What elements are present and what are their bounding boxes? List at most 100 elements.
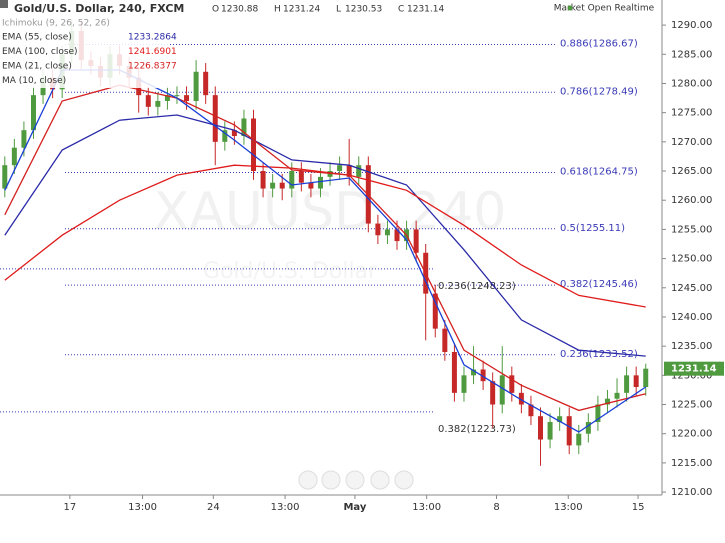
candle-body — [595, 404, 601, 423]
ohlc-value: 1230.88 — [221, 5, 258, 15]
indicator-line — [4, 164, 646, 308]
y-tick-label: 1210.00 — [671, 487, 712, 498]
candle-body — [184, 95, 190, 101]
candle-body — [643, 368, 649, 388]
y-tick-label: 1215.00 — [671, 458, 712, 469]
zoom-out-button[interactable] — [298, 470, 318, 490]
candle-body — [222, 130, 228, 142]
ohlc-value: 1230.53 — [345, 5, 382, 15]
symbol-icon[interactable] — [0, 0, 8, 8]
candle-body — [317, 176, 323, 189]
x-tick-label: 24 — [207, 502, 220, 513]
candle-body — [471, 369, 477, 376]
x-tick-label: May — [343, 502, 366, 513]
x-tick-label: 17 — [63, 502, 76, 513]
fib-label: 0.382(1245.46) — [560, 279, 638, 290]
y-tick-label: 1220.00 — [671, 429, 712, 440]
candle-body — [231, 130, 237, 137]
candle-body — [576, 433, 582, 446]
zoom-in-button[interactable] — [321, 470, 341, 490]
candle-body — [480, 369, 486, 382]
legend-entry: EMA (55, close) — [2, 33, 72, 43]
candle-body — [499, 375, 505, 405]
candle-body — [528, 404, 534, 417]
candle-body — [337, 165, 343, 172]
status-dot — [567, 5, 573, 11]
y-tick-label: 1265.00 — [671, 166, 712, 177]
x-tick-label: 15 — [632, 502, 645, 513]
scroll-right-button[interactable] — [394, 470, 414, 490]
candle-body — [145, 95, 151, 107]
candle-body — [490, 381, 496, 405]
y-tick-label: 1255.00 — [671, 224, 712, 235]
candle-body — [174, 95, 180, 97]
candle-body — [413, 229, 419, 253]
candle-body — [21, 130, 27, 148]
x-tick-label: 13:00 — [271, 502, 300, 513]
candle-body — [633, 375, 639, 388]
status: Market Open Realtime — [554, 4, 655, 14]
candle-body — [346, 165, 352, 177]
y-tick-label: 1245.00 — [671, 283, 712, 294]
ohlc-key: C — [398, 5, 404, 15]
candle-body — [384, 229, 390, 236]
legend-value: 1226.8377 — [128, 62, 177, 72]
legend-entry: MA (10, close) — [2, 76, 66, 86]
ohlc-key: H — [274, 5, 281, 15]
watermark: XAUUSD, 240 — [154, 182, 507, 242]
candle-body — [212, 95, 218, 142]
y-tick-label: 1225.00 — [671, 400, 712, 411]
legend-value: 1241.6901 — [128, 47, 177, 57]
legend-entry: EMA (21, close) — [2, 62, 72, 72]
candle-body — [260, 171, 266, 189]
ohlc-key: O — [212, 5, 219, 15]
scroll-left-button[interactable] — [370, 470, 390, 490]
candle-body — [557, 416, 563, 423]
candle-body — [509, 375, 515, 393]
candle-body — [538, 416, 544, 440]
x-tick-label: 13:00 — [128, 502, 157, 513]
chart-title: Gold/U.S. Dollar, 240, FXCM — [14, 2, 184, 15]
fib-label: 0.5(1255.11) — [560, 223, 625, 234]
candle-body — [585, 422, 591, 434]
y-tick-label: 1270.00 — [671, 137, 712, 148]
x-tick-label: 13:00 — [554, 502, 583, 513]
candle-body — [461, 375, 467, 393]
fib-label: 0.236(1248.23) — [438, 281, 516, 292]
y-tick-label: 1235.00 — [671, 341, 712, 352]
candle-body — [518, 392, 524, 405]
candle-body — [298, 171, 304, 183]
candle-body — [432, 293, 438, 329]
candle-body — [604, 398, 610, 405]
y-tick-label: 1260.00 — [671, 195, 712, 206]
candle-body — [193, 71, 199, 101]
candle-body — [289, 171, 295, 189]
candle-body — [270, 182, 276, 189]
legend-entry: Ichimoku (9, 26, 52, 26) — [2, 19, 110, 29]
y-tick-label: 1290.00 — [671, 20, 712, 31]
legend-bg — [0, 16, 168, 88]
y-tick-label: 1285.00 — [671, 49, 712, 60]
legend-value: 1233.2864 — [128, 33, 177, 43]
nav-buttons — [298, 470, 414, 490]
candle-body — [375, 223, 381, 236]
reset-button[interactable] — [345, 470, 365, 490]
legend-entry: EMA (100, close) — [2, 47, 78, 57]
x-tick-label: 8 — [493, 502, 499, 513]
candle-body — [30, 95, 36, 131]
fib-label: 0.236(1233.52) — [560, 349, 638, 360]
candle-body — [624, 375, 630, 393]
fib-label: 0.618(1264.75) — [560, 166, 638, 177]
indicator-line — [4, 114, 646, 357]
price-badge-label: 1231.14 — [671, 364, 717, 375]
x-tick-label: 13:00 — [412, 502, 441, 513]
candle-body — [251, 118, 257, 172]
candle-body — [566, 416, 572, 446]
fib-label: 0.786(1278.49) — [560, 86, 638, 97]
fib-label: 0.886(1286.67) — [560, 39, 638, 50]
candle-body — [203, 71, 209, 96]
ohlc-value: 1231.14 — [407, 5, 444, 15]
y-tick-label: 1250.00 — [671, 254, 712, 265]
y-tick-label: 1240.00 — [671, 312, 712, 323]
